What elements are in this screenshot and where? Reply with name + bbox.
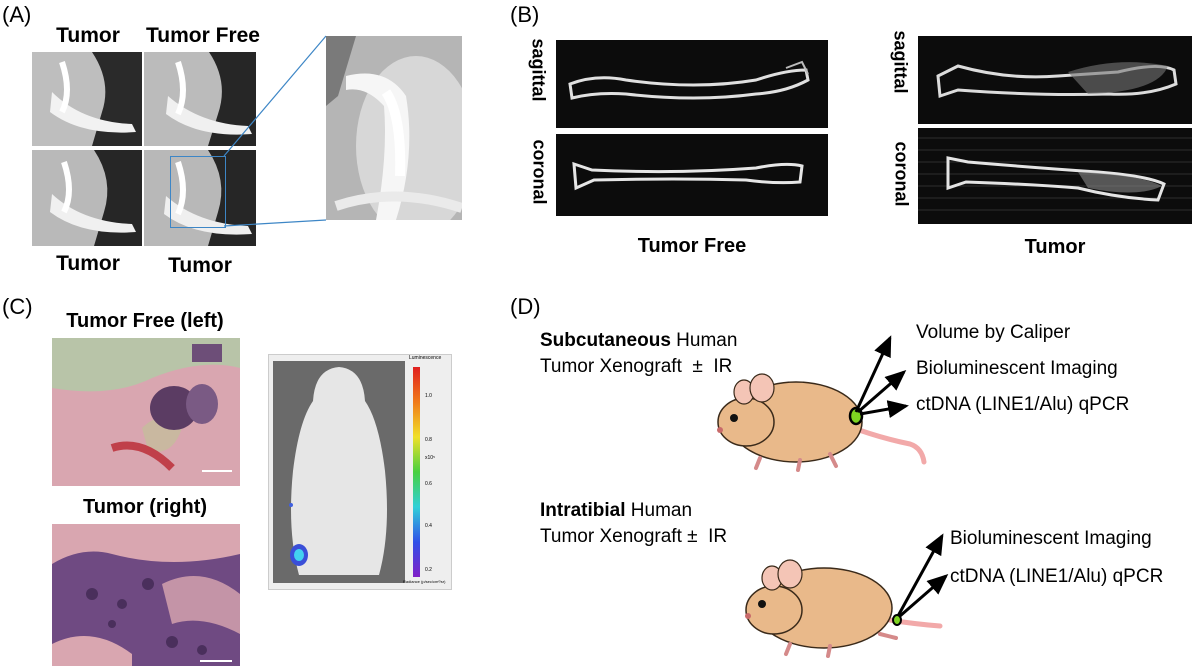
tumor-free-coronal-label: coronal	[529, 139, 550, 205]
it-outcome-bli: Bioluminescent Imaging	[950, 528, 1152, 549]
xray-limb-image	[32, 150, 142, 246]
histology-image	[52, 524, 240, 666]
colorbar-unit: Radiance (p/sec/cm²/sr)	[403, 579, 446, 584]
it-rest: Human	[625, 500, 693, 521]
bli-mouse-image	[273, 361, 405, 583]
xray-top-left	[32, 52, 142, 146]
ct-tumor-free-coronal	[556, 134, 828, 216]
histology-tumor	[52, 524, 240, 666]
histology-image	[52, 338, 240, 486]
subq-rest: Human	[670, 330, 738, 351]
tumor-coronal-label: coronal	[891, 141, 912, 207]
xray-limb-image	[144, 52, 256, 146]
zoom-connector-lines	[223, 35, 327, 227]
it-line1: Intratibial Human	[540, 500, 692, 522]
colorbar-tick: 1.0	[425, 393, 432, 399]
subq-outcome-caliper: Volume by Caliper	[916, 322, 1071, 343]
ct-bone-image	[918, 137, 1192, 211]
ct-tumor-caption: Tumor	[1024, 236, 1086, 258]
ct-bone-image	[572, 161, 804, 191]
ct-bone-image	[936, 62, 1178, 99]
panel-b-letter: (B)	[510, 2, 540, 27]
subq-outcome-ctdna: ctDNA (LINE1/Alu) qPCR	[916, 394, 1130, 415]
subq-mouse-illustration	[717, 335, 927, 472]
zoom-box	[170, 156, 226, 228]
panel-a-label-top-left: Tumor	[56, 24, 120, 47]
colorbar-tick: 0.6	[425, 481, 432, 487]
tumor-free-sagittal-label: sagittal	[528, 38, 549, 102]
ct-tumor-free-sagittal	[556, 40, 828, 128]
histo-top-label: Tumor Free (left)	[66, 310, 224, 332]
panel-a-letter: (A)	[2, 2, 32, 27]
ct-tumor-free-caption: Tumor Free	[637, 235, 747, 257]
xray-limb-image	[32, 52, 142, 146]
scale-bar	[202, 470, 232, 472]
ct-bone-image	[568, 60, 810, 100]
tumor-sagittal-label: sagittal	[890, 30, 911, 94]
colorbar-tick: 0.8	[425, 437, 432, 443]
colorbar	[413, 367, 420, 577]
panel-d-letter: (D)	[510, 294, 541, 319]
panel-c-letter: (C)	[2, 294, 33, 319]
xray-limb-image	[144, 150, 256, 246]
scale-bar	[200, 660, 232, 662]
xray-bottom-right	[144, 150, 256, 246]
subq-line2: Tumor Xenograft ± IR	[540, 356, 733, 377]
ct-tumor-coronal	[918, 128, 1192, 224]
subq-outcome-bli: Bioluminescent Imaging	[916, 358, 1118, 379]
subq-bold: Subcutaneous	[540, 330, 671, 351]
intratibial-mouse-illustration	[745, 533, 949, 658]
it-outcome-ctdna: ctDNA (LINE1/Alu) qPCR	[950, 566, 1164, 587]
it-bold: Intratibial	[540, 500, 626, 521]
histology-tumor-free	[52, 338, 240, 486]
ct-tumor-sagittal	[918, 36, 1192, 124]
subq-line1: Subcutaneous Human	[540, 330, 737, 352]
xray-zoomed-image	[326, 36, 462, 220]
bli-image-frame: Luminescence x10⁵ 1.0 0.8 0.6 0.4 0.2 Ra…	[268, 354, 452, 590]
histo-bottom-label: Tumor (right)	[82, 496, 208, 518]
colorbar-exponent: x10⁵	[425, 455, 436, 461]
xray-zoomed	[326, 36, 462, 220]
colorbar-tick: 0.2	[425, 567, 432, 573]
panel-a-label-bottom-left: Tumor	[56, 252, 120, 275]
it-line2: Tumor Xenograft ± IR	[540, 526, 728, 547]
panel-a-label-top-right: Tumor Free	[146, 24, 260, 47]
xray-top-right	[144, 52, 256, 146]
xray-bottom-left	[32, 150, 142, 246]
panel-a-label-bottom-right: Tumor	[168, 254, 232, 277]
colorbar-title: Luminescence	[409, 355, 442, 361]
colorbar-tick: 0.4	[425, 523, 432, 529]
